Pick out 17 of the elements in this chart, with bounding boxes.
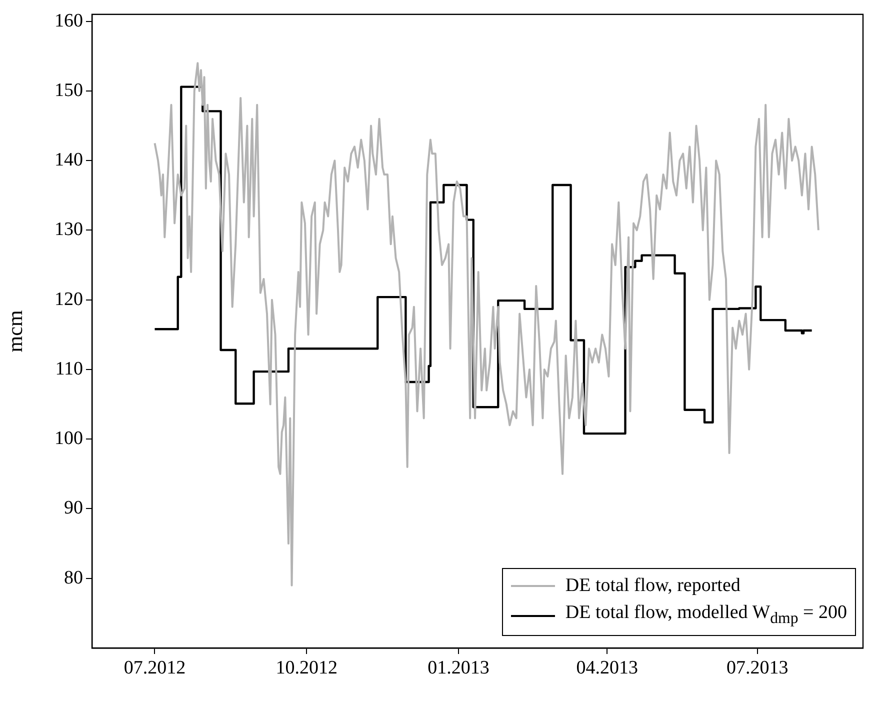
y-tick-label: 110: [55, 358, 83, 380]
legend-label: DE total flow, reported: [565, 574, 740, 598]
x-tick-label: 01.2013: [428, 657, 490, 678]
y-tick-label: 130: [54, 219, 83, 240]
y-tick-label: 140: [54, 150, 83, 171]
y-tick-label: 160: [54, 10, 83, 32]
y-tick-label: 120: [54, 288, 83, 310]
x-tick-label: 10.2012: [276, 657, 338, 678]
y-tick-label: 90: [64, 498, 83, 519]
x-tick-label: 07.2013: [726, 657, 788, 678]
x-tick-label: 04.2013: [576, 657, 638, 678]
y-axis-title: mcm: [3, 310, 28, 352]
y-tick-label: 100: [54, 428, 83, 450]
y-tick-label: 150: [54, 80, 83, 101]
y-tick-label: 80: [64, 567, 83, 588]
legend-label: DE total flow, modelled W$_{dmp}$ = 200: [565, 601, 847, 629]
x-tick-label: 07.2012: [124, 657, 186, 678]
